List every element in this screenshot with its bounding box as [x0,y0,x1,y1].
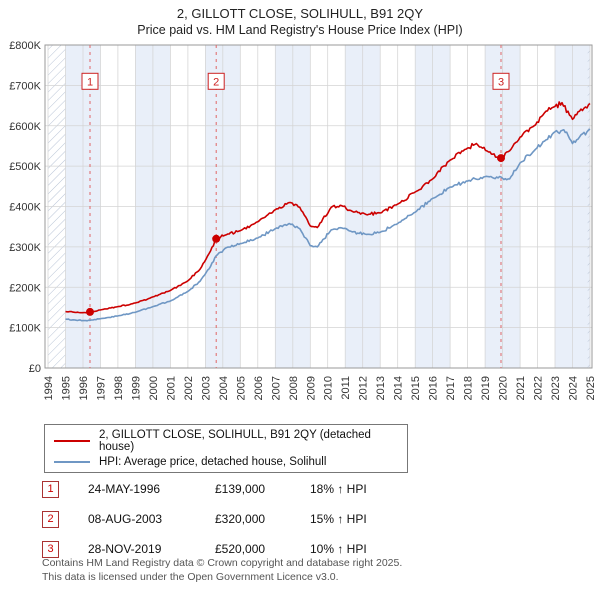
transaction-number-badge: 3 [42,540,59,558]
svg-text:2020: 2020 [498,376,510,400]
page-subtitle: Price paid vs. HM Land Registry's House … [137,23,463,37]
svg-text:2023: 2023 [550,376,562,400]
svg-text:2018: 2018 [463,376,475,400]
svg-text:2010: 2010 [323,376,335,400]
svg-text:2: 2 [213,76,219,88]
transaction-hpi-change: 15% ↑ HPI [310,512,367,526]
svg-text:1: 1 [87,76,93,88]
svg-text:2006: 2006 [253,376,265,400]
svg-text:2008: 2008 [288,376,300,400]
license-footer: Contains HM Land Registry data © Crown c… [42,557,402,584]
transactions-list: 1 24-MAY-1996 £139,000 18% ↑ HPI 2 08-AU… [42,474,367,564]
svg-text:2007: 2007 [270,376,282,400]
legend-item-property: 2, GILLOTT CLOSE, SOLIHULL, B91 2QY (det… [54,429,398,453]
legend-label-property: 2, GILLOTT CLOSE, SOLIHULL, B91 2QY (det… [99,429,371,453]
transaction-row: 2 08-AUG-2003 £320,000 15% ↑ HPI [42,504,367,534]
svg-text:2004: 2004 [218,376,230,400]
svg-text:£300K: £300K [9,242,41,254]
transaction-row: 1 24-MAY-1996 £139,000 18% ↑ HPI [42,474,367,504]
transaction-row: 3 28-NOV-2019 £520,000 10% ↑ HPI [42,534,367,564]
transaction-number-badge: 1 [42,480,59,498]
svg-text:1997: 1997 [96,376,108,400]
svg-text:2013: 2013 [375,376,387,400]
svg-text:2002: 2002 [183,376,195,400]
svg-text:2000: 2000 [148,376,160,400]
svg-text:£600K: £600K [9,121,41,133]
transaction-hpi-change: 10% ↑ HPI [310,542,367,556]
svg-text:£0: £0 [29,363,41,375]
svg-text:2009: 2009 [305,376,317,400]
svg-text:1994: 1994 [43,376,55,400]
legend-item-hpi: HPI: Average price, detached house, Soli… [54,456,398,468]
page-title: 2, GILLOTT CLOSE, SOLIHULL, B91 2QY [176,6,424,21]
svg-text:2022: 2022 [533,376,545,400]
chart-legend: 2, GILLOTT CLOSE, SOLIHULL, B91 2QY (det… [44,424,408,473]
svg-text:1995: 1995 [61,376,73,400]
transaction-date: 28-NOV-2019 [88,542,162,556]
svg-text:3: 3 [498,76,504,88]
svg-text:2016: 2016 [428,376,440,400]
svg-text:2005: 2005 [235,376,247,400]
svg-text:2024: 2024 [568,376,580,400]
transaction-price: £320,000 [215,512,266,526]
svg-text:2001: 2001 [165,376,177,400]
price-history-chart: 1 2 3 £0 £100K £200K £300K £400K £500K £600K £700K… [9,40,597,400]
transaction-price: £520,000 [215,542,266,556]
svg-text:1996: 1996 [78,376,90,400]
svg-text:2021: 2021 [515,376,527,400]
svg-text:£800K: £800K [9,40,41,52]
transaction-date: 24-MAY-1996 [88,482,161,496]
svg-text:2012: 2012 [358,376,370,400]
legend-label-hpi: HPI: Average price, detached house, Soli… [99,456,327,468]
svg-text:1999: 1999 [130,376,142,400]
svg-text:£100K: £100K [9,323,41,335]
svg-text:£200K: £200K [9,282,41,294]
svg-text:2015: 2015 [410,376,422,400]
svg-text:2003: 2003 [200,376,212,400]
svg-text:2017: 2017 [445,376,457,400]
svg-text:1998: 1998 [113,376,125,400]
svg-text:£400K: £400K [9,202,41,214]
svg-text:2014: 2014 [393,376,405,400]
svg-text:£500K: £500K [9,161,41,173]
transaction-date: 08-AUG-2003 [88,512,163,526]
svg-text:2025: 2025 [585,376,597,400]
transaction-number-badge: 2 [42,510,59,528]
footer-line-2: This data is licensed under the Open Gov… [42,570,339,583]
svg-text:2019: 2019 [480,376,492,400]
hpi-line-swatch [54,461,90,463]
transaction-hpi-change: 18% ↑ HPI [310,482,367,496]
svg-text:£700K: £700K [9,80,41,92]
footer-line-1: Contains HM Land Registry data © Crown c… [42,557,403,569]
svg-text:2011: 2011 [340,376,352,400]
property-line-swatch [54,440,90,442]
transaction-price: £139,000 [215,482,266,496]
